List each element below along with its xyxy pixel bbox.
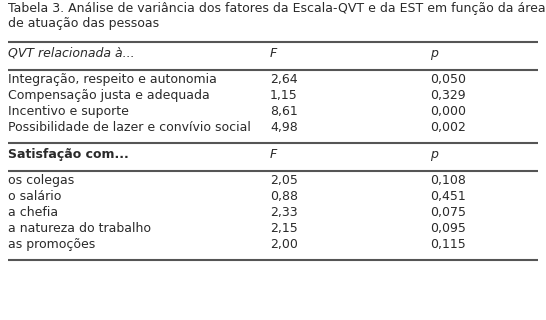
Text: 0,075: 0,075 [430, 206, 466, 219]
Text: 2,64: 2,64 [270, 73, 298, 86]
Text: 2,33: 2,33 [270, 206, 298, 219]
Text: Compensação justa e adequada: Compensação justa e adequada [8, 89, 210, 102]
Text: QVT relacionada à...: QVT relacionada à... [8, 47, 135, 60]
Text: 0,000: 0,000 [430, 105, 466, 118]
Text: Possibilidade de lazer e convívio social: Possibilidade de lazer e convívio social [8, 121, 251, 134]
Text: F: F [270, 47, 277, 60]
Text: 0,329: 0,329 [430, 89, 466, 102]
Text: 8,61: 8,61 [270, 105, 298, 118]
Text: 0,451: 0,451 [430, 190, 466, 203]
Text: p: p [430, 47, 438, 60]
Text: o salário: o salário [8, 190, 61, 203]
Text: Incentivo e suporte: Incentivo e suporte [8, 105, 129, 118]
Text: 0,002: 0,002 [430, 121, 466, 134]
Text: as promoções: as promoções [8, 238, 95, 251]
Text: 4,98: 4,98 [270, 121, 298, 134]
Text: 1,15: 1,15 [270, 89, 298, 102]
Text: 0,050: 0,050 [430, 73, 466, 86]
Text: 0,115: 0,115 [430, 238, 466, 251]
Text: 2,00: 2,00 [270, 238, 298, 251]
Text: os colegas: os colegas [8, 174, 74, 187]
Text: Satisfação com...: Satisfação com... [8, 148, 129, 161]
Text: a chefia: a chefia [8, 206, 58, 219]
Text: F: F [270, 148, 277, 161]
Text: 0,88: 0,88 [270, 190, 298, 203]
Text: 2,15: 2,15 [270, 222, 298, 235]
Text: de atuação das pessoas: de atuação das pessoas [8, 17, 159, 30]
Text: 0,095: 0,095 [430, 222, 466, 235]
Text: a natureza do trabalho: a natureza do trabalho [8, 222, 151, 235]
Text: Tabela 3. Análise de variância dos fatores da Escala-QVT e da EST em função da á: Tabela 3. Análise de variância dos fator… [8, 2, 545, 15]
Text: Integração, respeito e autonomia: Integração, respeito e autonomia [8, 73, 217, 86]
Text: 0,108: 0,108 [430, 174, 466, 187]
Text: 2,05: 2,05 [270, 174, 298, 187]
Text: p: p [430, 148, 438, 161]
